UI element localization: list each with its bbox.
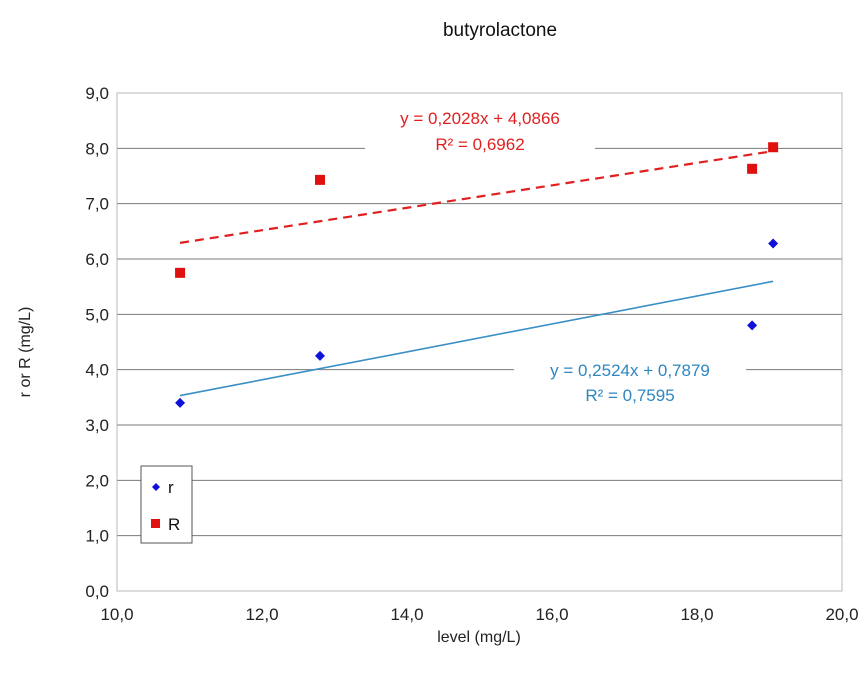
y-tick-label: 6,0 <box>85 250 109 269</box>
data-point-R <box>768 142 779 153</box>
data-point-R <box>175 267 186 278</box>
trendline-R <box>179 150 774 244</box>
x-tick-label: 18,0 <box>680 605 713 624</box>
y-tick-label: 1,0 <box>85 527 109 546</box>
data-point-r <box>747 320 758 331</box>
x-axis-label: level (mg/L) <box>437 629 521 646</box>
y-tick-label: 0,0 <box>85 582 109 601</box>
chart-title: butyrolactone <box>443 20 557 41</box>
data-point-R <box>747 163 758 174</box>
y-tick-label: 4,0 <box>85 361 109 380</box>
trendline-r <box>179 280 774 397</box>
plot-area <box>116 92 843 592</box>
legend-marker-R <box>151 519 160 528</box>
y-axis-label: r or R (mg/L) <box>17 307 34 398</box>
equation-box-R <box>365 104 595 156</box>
y-tick-label: 7,0 <box>85 195 109 214</box>
legend-marker-r <box>152 483 160 491</box>
x-tick-label: 10,0 <box>100 605 133 624</box>
y-tick-labels: 0,0 1,0 2,0 3,0 4,0 5,0 6,0 7,0 8,0 9,0 <box>85 84 109 601</box>
x-tick-label: 16,0 <box>535 605 568 624</box>
data-point-r <box>175 397 186 408</box>
legend-label-r: r <box>168 478 174 497</box>
data-point-r <box>768 238 779 249</box>
gridlines <box>117 92 842 537</box>
y-tick-label: 8,0 <box>85 139 109 158</box>
y-tick-label: 9,0 <box>85 84 109 103</box>
legend-box <box>140 465 193 544</box>
y-tick-label: 3,0 <box>85 416 109 435</box>
y-tick-label: 2,0 <box>85 471 109 490</box>
y-tick-label: 5,0 <box>85 305 109 324</box>
x-tick-label: 14,0 <box>390 605 423 624</box>
r-squared-R: R² = 0,6962 <box>435 135 524 154</box>
equation-box-r <box>514 356 746 408</box>
equation-r: y = 0,2524x + 0,7879 <box>550 361 710 380</box>
x-tick-label: 12,0 <box>245 605 278 624</box>
data-points <box>175 142 779 408</box>
r-squared-r: R² = 0,7595 <box>585 386 674 405</box>
x-tick-label: 20,0 <box>825 605 858 624</box>
data-point-r <box>315 350 325 361</box>
data-point-R <box>315 174 325 185</box>
legend-label-R: R <box>168 515 180 534</box>
x-tick-labels: 10,0 12,0 14,0 16,0 18,0 20,0 <box>100 605 858 624</box>
legend: r R <box>140 465 193 544</box>
trendlines <box>179 150 774 397</box>
equation-R: y = 0,2028x + 4,0866 <box>400 109 560 128</box>
